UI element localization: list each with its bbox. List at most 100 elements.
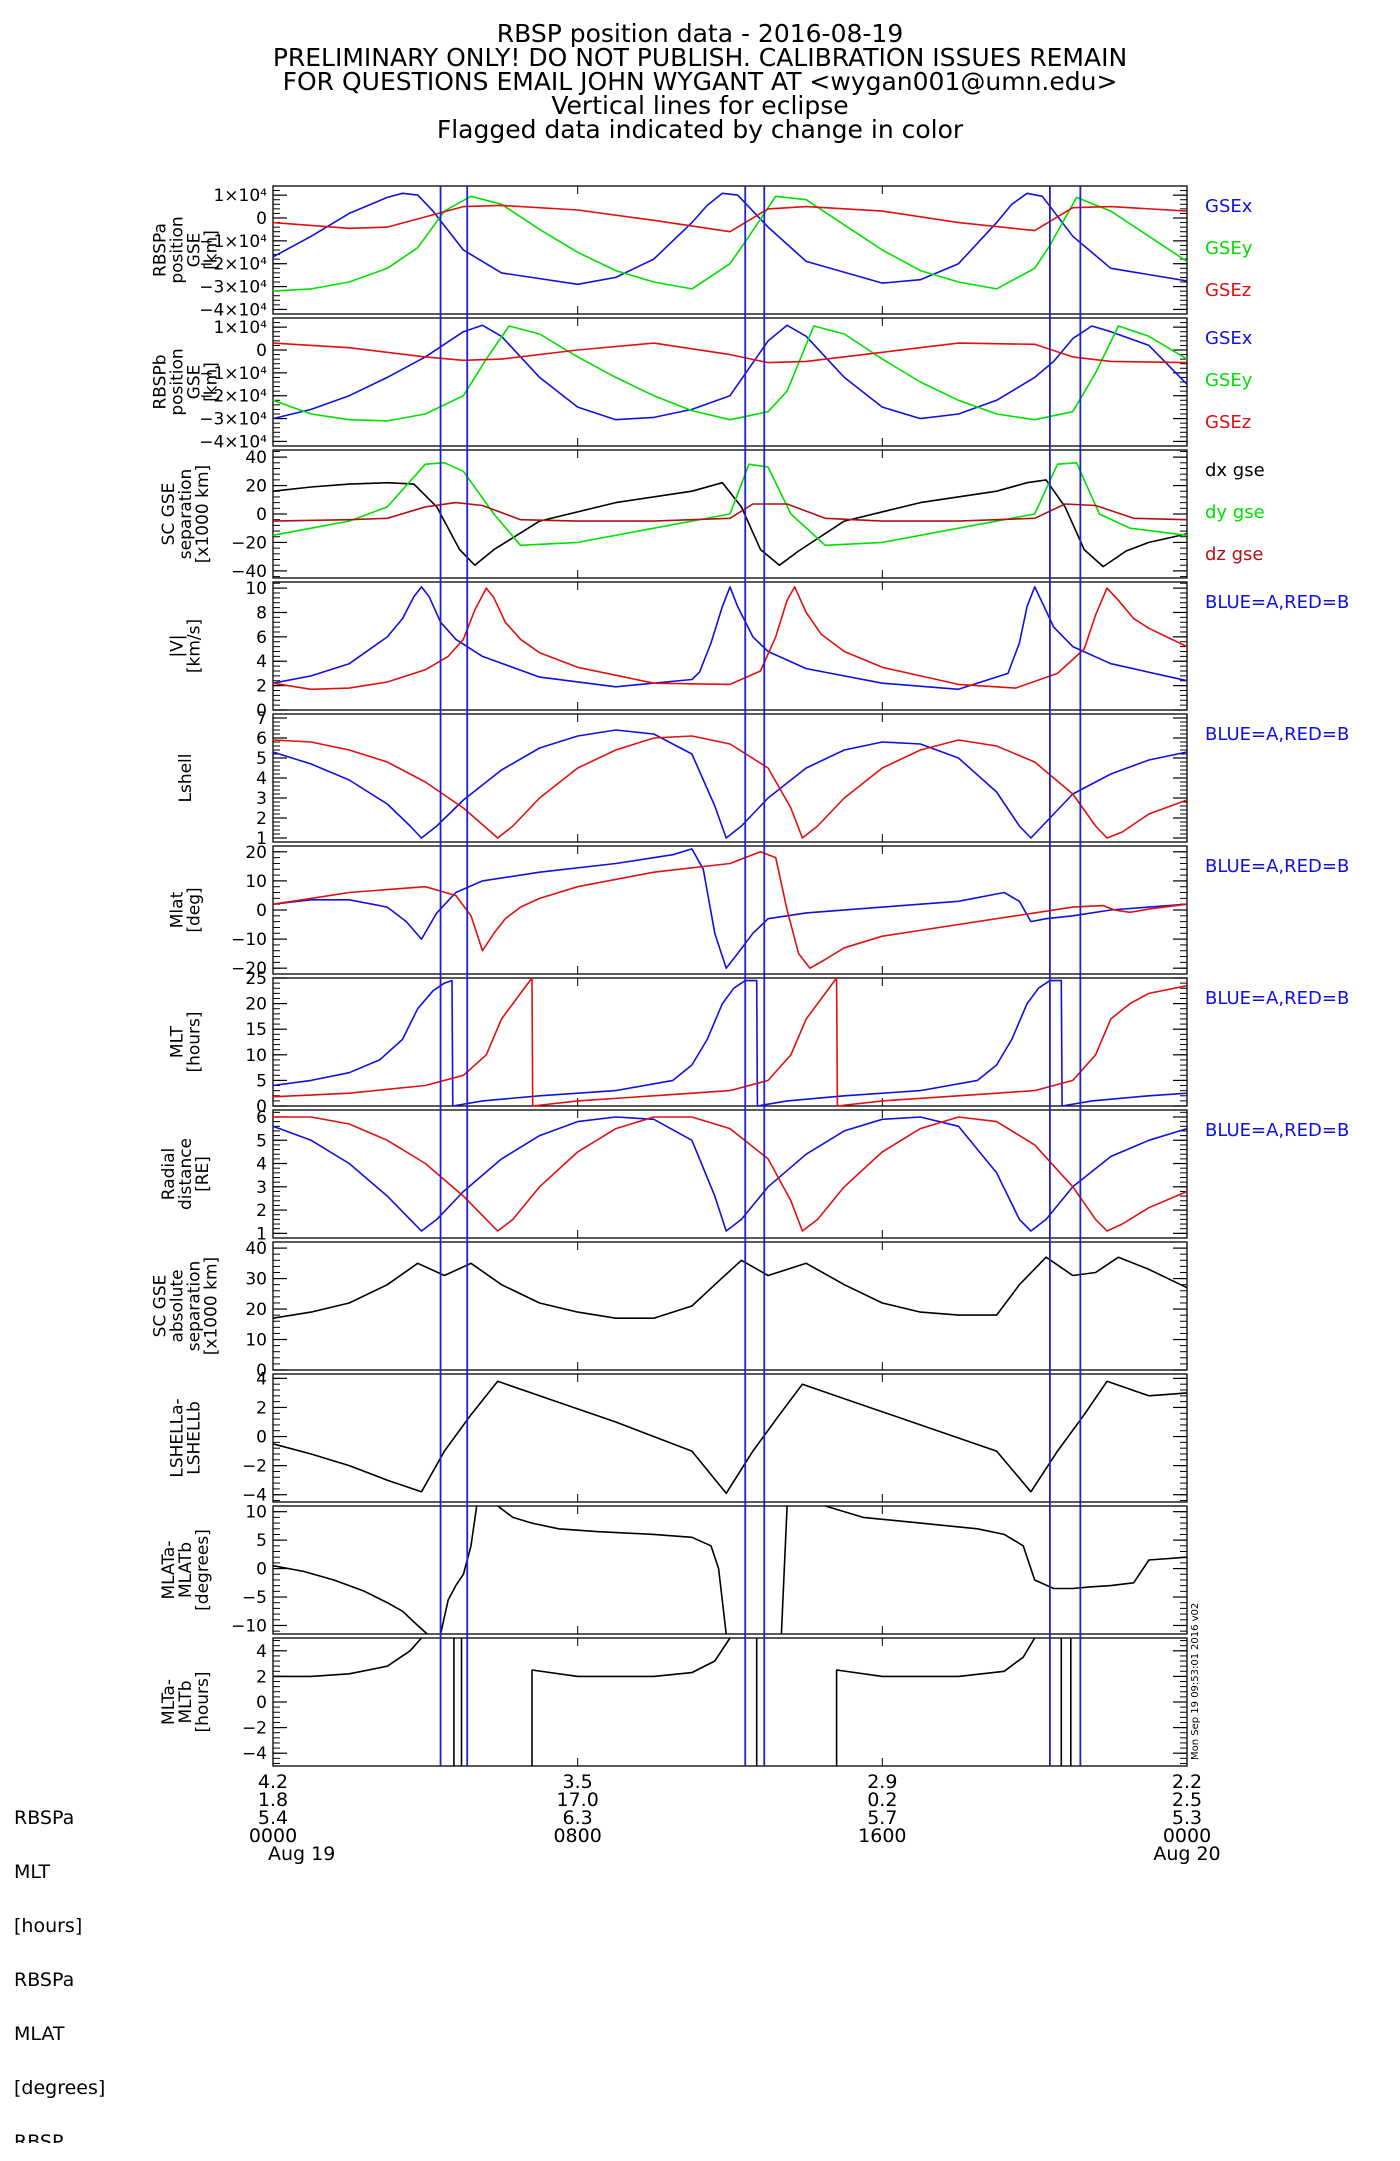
- series-line-sc-separation-dx gse: [272, 479, 1188, 568]
- chart-warning-line: PRELIMINARY ONLY! DO NOT PUBLISH. CALIBR…: [272, 43, 1128, 72]
- y-tick-label: −4: [242, 1486, 267, 1506]
- chart-flag-note: Flagged data indicated by change in colo…: [436, 115, 964, 144]
- y-axis-label-line: MLTa-: [159, 1679, 179, 1725]
- y-axis-label-line: [deg]: [185, 887, 205, 932]
- y-axis-label-line: [km]: [202, 230, 222, 270]
- footer-value-a_mlt: 3.5: [562, 1771, 593, 1793]
- y-axis-label-line: SC GSE: [159, 483, 179, 546]
- footer-value-time: 0000: [1162, 1825, 1212, 1847]
- footer-value-date: Aug 19: [268, 1843, 336, 1865]
- y-tick-label: 10: [245, 872, 267, 892]
- series-line-speed-A: [272, 586, 1188, 691]
- footer-value-b_mlt: 17.0: [556, 1789, 599, 1811]
- y-tick-label: −2×10⁴: [199, 255, 267, 275]
- y-tick-label: 20: [245, 995, 267, 1015]
- y-tick-label: 0: [256, 209, 267, 229]
- y-tick-label: 6: [256, 1108, 267, 1128]
- legend-entry: GSEz: [1205, 412, 1251, 433]
- y-tick-label: 4: [256, 1642, 267, 1662]
- chart-eclipse-note: Vertical lines for eclipse: [551, 91, 849, 120]
- series-line-mlt-A: [272, 979, 1188, 1107]
- footer-label: MLT: [14, 1861, 50, 1883]
- legend-entry: dx gse: [1205, 460, 1265, 481]
- series-line-dmlat-seg2: [439, 1505, 478, 1635]
- footer-value-time: 0000: [248, 1825, 298, 1847]
- y-tick-label: 0: [256, 505, 267, 525]
- y-tick-label: 10: [245, 1331, 267, 1351]
- timestamp-stamp: Mon Sep 19 09:53:01: [1190, 1652, 1201, 1760]
- y-tick-label: 20: [245, 477, 267, 497]
- y-tick-label: −2×10⁴: [199, 387, 267, 407]
- version-stamp: 2016 v02: [1190, 1602, 1201, 1650]
- y-tick-label: −4×10⁴: [199, 432, 267, 452]
- series-line-dmlat-seg3: [497, 1505, 727, 1635]
- legend-entry: BLUE=A,RED=B: [1205, 988, 1349, 1009]
- series-line-rbspb-gse-GSEz: [272, 342, 1188, 364]
- y-tick-label: 0: [256, 1560, 267, 1580]
- y-axis-label-line: MLTb: [176, 1681, 196, 1724]
- y-tick-label: −4: [242, 1744, 267, 1764]
- footer-value-a_mlat: 6.3: [562, 1807, 593, 1829]
- series-line-rbspb-gse-GSEy: [272, 325, 1188, 422]
- y-tick-label: −3×10⁴: [199, 410, 267, 430]
- footer-label: MLAT: [14, 2023, 65, 2045]
- series-line-lshell-A: [272, 729, 1188, 839]
- y-tick-label: 0: [256, 1361, 267, 1381]
- y-axis-label-dmlt: MLTa-MLTb[hours]: [159, 1671, 213, 1732]
- y-axis-label-abs-sep: SC GSEabsoluteseparation[x1000 km]: [151, 1257, 222, 1355]
- y-axis-label-line: position: [168, 348, 188, 415]
- footer-value-a_mlt: 4.2: [257, 1771, 289, 1793]
- y-axis-label-line: LSHELLb: [185, 1401, 205, 1475]
- y-tick-label: 2: [256, 677, 267, 697]
- series-line-dmlat-seg1: [272, 1564, 428, 1635]
- y-tick-label: 10: [245, 579, 267, 599]
- y-axis-label-line: MLT: [168, 1025, 188, 1058]
- chart-title-block: RBSP position data - 2016-08-19 PRELIMIN…: [0, 21, 1400, 144]
- y-tick-label: 1×10⁴: [213, 318, 267, 338]
- y-tick-label: 3: [256, 1178, 267, 1198]
- y-tick-label: −5: [242, 1588, 267, 1608]
- footer-column: 2.2 2.5 5.3 0000 Aug 20: [1127, 1773, 1247, 1864]
- y-axis-label-sc-separation: SC GSEseparation[x1000 km]: [159, 465, 213, 563]
- y-tick-label: −20: [231, 533, 267, 553]
- y-axis-label-line: absolute: [168, 1269, 188, 1342]
- y-axis-label-line: [degrees]: [193, 1529, 213, 1611]
- series-line-radial-B: [273, 1116, 1188, 1232]
- y-tick-label: 2: [256, 809, 267, 829]
- series-line-abs-sep-sep: [272, 1256, 1188, 1319]
- series-line-mlat-B: [272, 850, 1188, 970]
- legend-entry: GSEy: [1205, 370, 1253, 391]
- y-axis-label-line: [km]: [202, 362, 222, 402]
- footer-value-b_mlt: 1.8: [257, 1789, 289, 1811]
- y-axis-label-line: GSE: [185, 233, 205, 268]
- legend-entry: BLUE=A,RED=B: [1205, 724, 1349, 745]
- y-axis-label-line: MLATa-: [159, 1541, 179, 1600]
- footer-label: RBSPa: [14, 1969, 75, 1991]
- y-tick-label: −40: [231, 562, 267, 582]
- series-line-sc-separation-dy gse: [272, 461, 1188, 547]
- y-tick-label: −10: [231, 930, 267, 950]
- y-axis-label-mlat: Mlat[deg]: [168, 887, 205, 932]
- y-tick-label: 20: [245, 1300, 267, 1320]
- y-tick-label: −2: [242, 1457, 267, 1477]
- y-axis-label-line: MLATb: [176, 1542, 196, 1598]
- y-tick-label: 0: [256, 701, 267, 721]
- y-axis-label-line: Lshell: [176, 753, 196, 802]
- y-tick-label: 0: [256, 901, 267, 921]
- legend-entry: GSEy: [1205, 238, 1253, 259]
- y-tick-label: −4×10⁴: [199, 300, 267, 320]
- footer-value-a_mlt: 2.9: [867, 1771, 898, 1793]
- y-axis-label-line: GSE: [185, 365, 205, 400]
- y-tick-label: −20: [231, 959, 267, 979]
- y-tick-label: −2: [242, 1719, 267, 1739]
- y-axis-label-line: position: [168, 216, 188, 283]
- y-tick-label: −3×10⁴: [199, 278, 267, 298]
- legend-entry: BLUE=A,RED=B: [1205, 856, 1349, 877]
- y-tick-label: 5: [256, 1071, 267, 1091]
- y-tick-label: 2: [256, 1201, 267, 1221]
- y-axis-label-line: distance: [176, 1138, 196, 1210]
- chart-contact-line: FOR QUESTIONS EMAIL JOHN WYGANT AT <wyga…: [282, 67, 1118, 96]
- panel-frame-abs-sep: [272, 1241, 1188, 1371]
- y-axis-label-mlt: MLT[hours]: [168, 1011, 205, 1072]
- series-line-sc-separation-dz gse: [272, 501, 1188, 522]
